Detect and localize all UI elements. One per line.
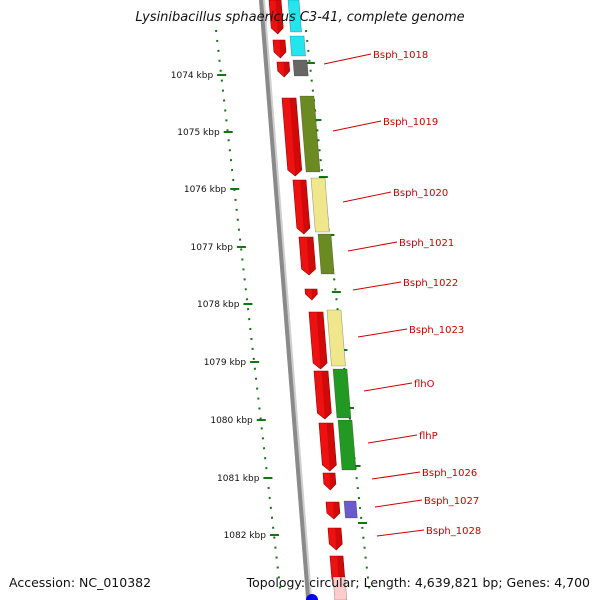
genome-backbone [259, 0, 313, 600]
gene-bsph-1023 [308, 311, 328, 370]
gene-label-bsph_1026: Bsph_1026 [422, 468, 477, 479]
label-leader-line [371, 471, 421, 480]
gene-bsph-1019-shade [289, 98, 302, 176]
scale-tick-label: 1081 kbp [217, 474, 260, 484]
label-leader-line [332, 120, 382, 132]
gene-bsph-1021 [298, 236, 316, 276]
domain-khaki-1023 [326, 309, 346, 367]
label-leader-line [347, 241, 398, 252]
gene-bsph-1022-body [304, 288, 318, 301]
origin-marker [306, 594, 318, 600]
gene-bsph-1021-shade [306, 237, 316, 275]
gene-flhp-body [318, 422, 337, 472]
map-title: Lysinibacillus sphaericus C3-41, complet… [135, 10, 465, 25]
label-leader-line [342, 191, 392, 203]
domain-green-flhp [337, 419, 357, 471]
gene-label-bsph_1027: Bsph_1027 [424, 496, 479, 507]
domain-gray [292, 59, 309, 77]
gene-bsph-1022-shade [311, 289, 318, 300]
gene-label-flhp: flhP [419, 431, 438, 442]
domain-cyan [289, 35, 306, 57]
gene-bsph-1020 [292, 179, 311, 235]
gene-bsph-1026-shade [329, 473, 336, 490]
domain-pink [332, 576, 348, 600]
gene-bsph-1026-body [322, 472, 337, 491]
scale-tick-label: 1074 kbp [171, 71, 214, 81]
gene-top-2-shade [279, 40, 286, 58]
gene-flhp-shade [326, 423, 337, 471]
gene-label-bsph_1028: Bsph_1028 [426, 526, 481, 537]
label-leader-line [357, 328, 408, 338]
gene-label-bsph_1018: Bsph_1018 [373, 50, 428, 61]
backbone-line [259, 0, 311, 600]
gene-bsph-1020-shade [300, 180, 310, 234]
gene-bsph-1018-body [276, 61, 291, 78]
gene-bsph-1028 [327, 527, 343, 551]
gene-labels: Bsph_1018 Bsph_1019 Bsph_1020 Bsph_1021 Bsph… [323, 50, 481, 537]
topology-label: Topology: circular; Length: 4,639,821 bp… [246, 575, 590, 590]
gene-label-bsph_1021: Bsph_1021 [399, 238, 454, 249]
label-leader-line [374, 499, 423, 508]
scale-tick-label: 1075 kbp [177, 128, 220, 138]
scale-tick-label: 1080 kbp [210, 416, 253, 426]
gene-top-1 [268, 0, 284, 35]
label-leader-line [352, 281, 402, 291]
gene-bsph-1027-body [325, 501, 341, 520]
gene-label-bsph_1019: Bsph_1019 [383, 117, 438, 128]
accession-label: Accession: NC_010382 [9, 575, 152, 590]
gene-bsph-1028-body [327, 527, 343, 551]
gene-label-bsph_1020: Bsph_1020 [393, 188, 448, 199]
domain-green-flho [332, 368, 352, 419]
domain-purple [343, 500, 358, 519]
gene-bsph-1020-body [292, 179, 311, 235]
gene-flho-body [313, 370, 332, 420]
domain-cyan-top [287, 0, 302, 33]
gene-bsph-1028-shade [335, 528, 343, 550]
gene-top-2 [272, 39, 287, 59]
gene-top-1-shade [275, 0, 284, 34]
label-leader-line [376, 529, 425, 537]
scale-ticks: 1074 kbp 1075 kbp 1076 kbp 1077 kbp 1078 kbp… [171, 62, 367, 541]
gene-flhp [318, 422, 337, 472]
gene-label-bsph_1023: Bsph_1023 [409, 325, 464, 336]
gene-bsph-1023-body [308, 311, 328, 370]
gene-flho [313, 370, 332, 420]
gene-bsph-1026 [322, 472, 337, 491]
domain-olive-1019 [299, 95, 321, 173]
gene-bsph-1023-shade [316, 312, 328, 369]
label-leader-line [367, 434, 418, 444]
gene-bsph-1021-body [298, 236, 316, 276]
scale-tick-label: 1079 kbp [204, 358, 247, 368]
scale-tick-label: 1076 kbp [184, 185, 227, 195]
gene-label-bsph_1022: Bsph_1022 [403, 278, 458, 289]
gene-top-1-body [268, 0, 284, 35]
gene-flho-shade [321, 371, 332, 419]
gene-bsph-1022 [304, 288, 318, 301]
scale-tick-label: 1082 kbp [224, 531, 267, 541]
scale-tick-label: 1078 kbp [197, 300, 240, 310]
label-leader-line [323, 53, 372, 65]
gene-features [268, 0, 358, 600]
gene-bsph-1027 [325, 501, 341, 520]
gene-label-flho: flhO [414, 379, 435, 390]
scale-tick-label: 1077 kbp [191, 243, 234, 253]
domain-olive-1021 [317, 233, 335, 275]
gene-top-2-body [272, 39, 287, 59]
gene-bsph-1018 [276, 61, 291, 78]
gene-bsph-1027-shade [333, 502, 340, 519]
gene-bsph-1018-shade [283, 62, 290, 77]
gene-bsph-1019 [281, 97, 303, 177]
domain-khaki-1020 [310, 177, 330, 233]
gene-bsph-1019-body [281, 97, 303, 177]
label-leader-line [363, 382, 413, 392]
